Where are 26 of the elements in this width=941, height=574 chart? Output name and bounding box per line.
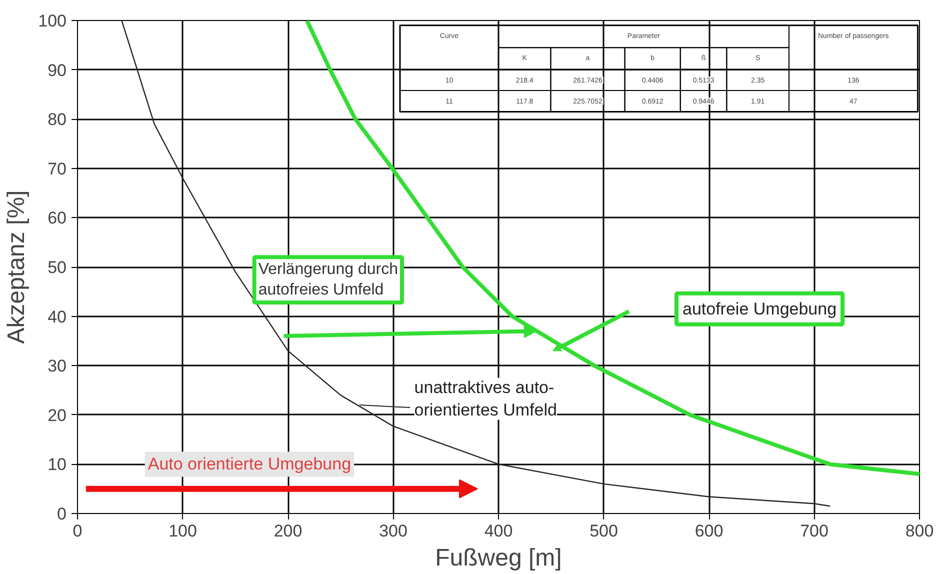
annotation: unattraktives auto- orientiertes Umfeld <box>414 378 557 420</box>
x-tick-label: 400 <box>484 522 513 540</box>
x-tick-label: 200 <box>274 522 302 540</box>
y-tick-label: 10 <box>48 455 67 474</box>
y-tick-label: 40 <box>48 307 67 326</box>
x-tick-label: 600 <box>694 522 724 540</box>
y-tick-label: 30 <box>48 356 67 376</box>
y-tick-label: 90 <box>48 60 67 80</box>
y-axis-title: Akzeptanz [%] <box>3 190 30 344</box>
annotation: autofreie Umgebung <box>682 299 837 318</box>
x-tick-label: 800 <box>905 522 934 540</box>
y-tick-label: 80 <box>48 110 67 130</box>
y-tick-label: 50 <box>48 258 67 277</box>
x-axis-title: Fußweg [m] <box>435 544 562 572</box>
y-tick-label: 70 <box>48 159 67 178</box>
annotation: Auto orientierte Umgebung <box>148 454 352 474</box>
y-tick-label: 100 <box>38 12 67 30</box>
x-tick-label: 300 <box>379 522 408 540</box>
y-tick-label: 20 <box>48 406 67 425</box>
y-tick-label: 60 <box>48 208 67 228</box>
annotation: Verlängerung durch autofreies Umfeld <box>258 261 398 299</box>
x-tick-label: 100 <box>168 522 197 540</box>
x-tick-label: 500 <box>590 522 618 540</box>
x-tick-label: 0 <box>72 522 82 540</box>
x-tick-label: 700 <box>800 522 828 540</box>
y-tick-label: 0 <box>57 504 67 524</box>
